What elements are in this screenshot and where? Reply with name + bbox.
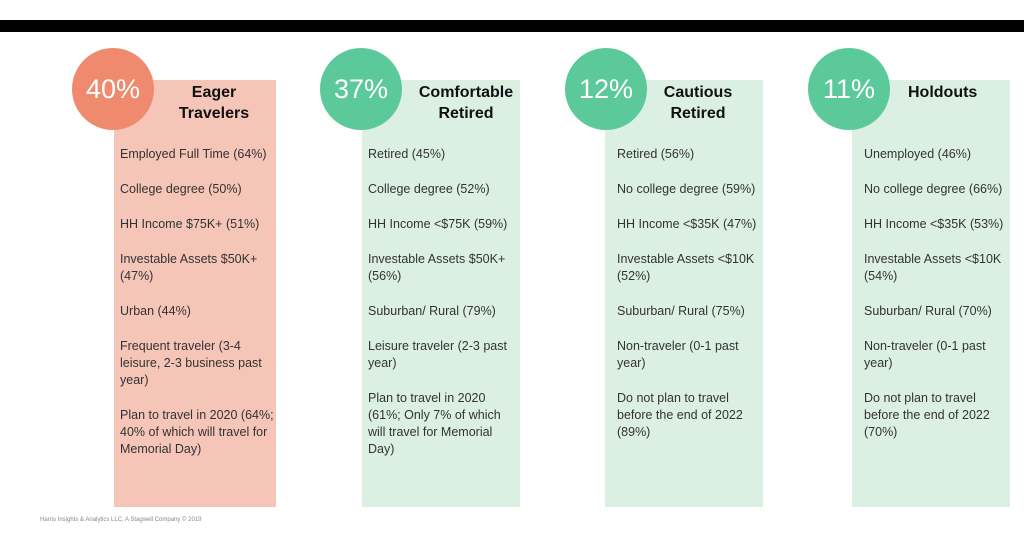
percent-circle: 40% [72,48,154,130]
percent-label: 40% [85,73,141,104]
top-bar [0,20,1024,32]
percent-circle: 12% [565,48,647,130]
segment-box [605,80,763,507]
list-item: HH Income <$35K (47%) [617,217,757,231]
segment-box [114,80,276,507]
list-item: HH Income $75K+ (51%) [120,217,260,231]
list-item: Retired (45%) [368,147,446,161]
segment-box [852,80,1010,507]
list-item: HH Income <$75K (59%) [368,217,508,231]
segment-name: Holdouts [908,84,978,101]
list-item: Do not plan to travel before the end of … [617,391,743,439]
list-item: Employed Full Time (64%) [120,147,267,161]
list-item: Investable Assets $50K+ (47%) [120,252,258,283]
list-item: Unemployed (46%) [864,147,971,161]
segment-holdouts: 11% Holdouts Unemployed (46%) No college… [808,48,1018,513]
attribute-list: Employed Full Time (64%) College degree … [120,146,280,476]
list-item: No college degree (59%) [617,182,756,196]
segment-box [362,80,520,507]
list-item: Investable Assets <$10K (54%) [864,252,1002,283]
segment-eager-travelers: 40% Eager Travelers Employed Full Time (… [72,48,282,513]
footer-copyright: Harris Insights & Analytics LLC, A Stagw… [40,517,202,523]
attribute-list: Unemployed (46%) No college degree (66%)… [864,146,1004,459]
percent-label: 12% [578,73,634,104]
list-item: Investable Assets <$10K (52%) [617,252,755,283]
list-item: Non-traveler (0-1 past year) [617,339,739,370]
list-item: Suburban/ Rural (75%) [617,304,745,318]
list-item: Plan to travel in 2020 (64%; 40% of whic… [120,408,274,456]
list-item: HH Income <$35K (53%) [864,217,1004,231]
percent-label: 37% [333,73,389,104]
attribute-list: Retired (56%) No college degree (59%) HH… [617,146,757,459]
list-item: No college degree (66%) [864,182,1003,196]
segment-cautious-retired: 12% Cautious Retired Retired (56%) No co… [565,48,775,513]
segment-name: Cautious Retired [663,84,733,122]
list-item: Plan to travel in 2020 (61%; Only 7% of … [368,391,501,456]
list-item: Investable Assets $50K+ (56%) [368,252,506,283]
list-item: Leisure traveler (2-3 past year) [368,339,507,370]
attribute-list: Retired (45%) College degree (52%) HH In… [368,146,518,476]
list-item: Suburban/ Rural (70%) [864,304,992,318]
segment-name: Comfortable Retired [418,84,514,122]
percent-circle: 37% [320,48,402,130]
list-item: Retired (56%) [617,147,695,161]
list-item: Urban (44%) [120,304,191,318]
segment-comfortable-retired: 37% Comfortable Retired Retired (45%) Co… [320,48,530,513]
list-item: College degree (52%) [368,182,490,196]
list-item: Suburban/ Rural (79%) [368,304,496,318]
list-item: Frequent traveler (3-4 leisure, 2-3 busi… [120,339,262,387]
list-item: Do not plan to travel before the end of … [864,391,990,439]
list-item: Non-traveler (0-1 past year) [864,339,986,370]
list-item: College degree (50%) [120,182,242,196]
percent-circle: 11% [808,48,890,130]
percent-label: 11% [822,73,876,104]
segment-name: Eager Travelers [178,84,250,122]
